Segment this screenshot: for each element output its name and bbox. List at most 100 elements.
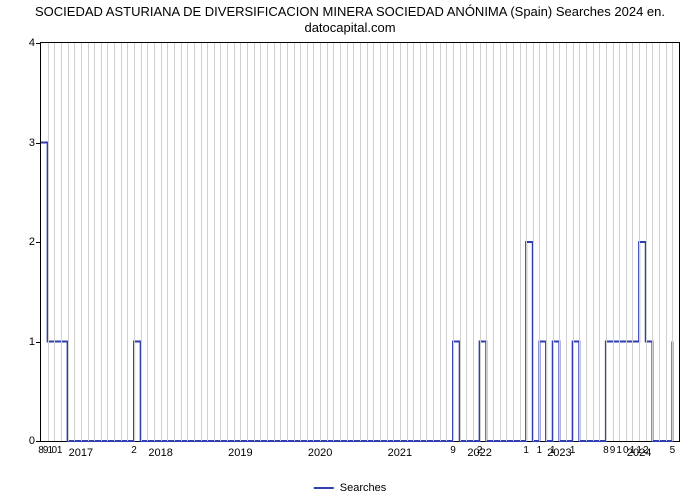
legend: Searches — [314, 482, 386, 494]
gridline — [280, 43, 281, 441]
gridline — [181, 43, 182, 441]
y-tick — [36, 43, 41, 44]
y-tick-label: 1 — [13, 336, 35, 348]
gridline — [340, 43, 341, 441]
gridline — [586, 43, 587, 441]
gridline — [187, 43, 188, 441]
gridline — [127, 43, 128, 441]
gridline — [121, 43, 122, 441]
gridline — [393, 43, 394, 441]
chart-container: SOCIEDAD ASTURIANA DE DIVERSIFICACION MI… — [0, 0, 700, 500]
y-tick-label: 2 — [13, 236, 35, 248]
gridline — [460, 43, 461, 441]
gridline — [134, 43, 135, 441]
plot-area: 0123420172018201920202021202220232024891… — [40, 42, 680, 442]
gridline — [353, 43, 354, 441]
gridline — [493, 43, 494, 441]
gridline — [672, 43, 673, 441]
searches-line — [41, 143, 672, 442]
gridline — [599, 43, 600, 441]
gridline — [619, 43, 620, 441]
y-tick-label: 3 — [13, 137, 35, 149]
gridline — [579, 43, 580, 441]
gridline — [613, 43, 614, 441]
gridline — [453, 43, 454, 441]
gridline — [81, 43, 82, 441]
gridline — [486, 43, 487, 441]
gridline — [646, 43, 647, 441]
gridline — [194, 43, 195, 441]
x-value-label: 0 — [623, 445, 629, 456]
gridline — [313, 43, 314, 441]
gridline — [639, 43, 640, 441]
x-value-label: 1 — [57, 445, 63, 456]
gridline — [420, 43, 421, 441]
gridline — [539, 43, 540, 441]
gridline — [68, 43, 69, 441]
x-value-label: 5 — [670, 445, 676, 456]
gridline — [606, 43, 607, 441]
x-value-label: 1 — [537, 445, 543, 456]
x-value-label: 8 — [603, 445, 609, 456]
gridline — [632, 43, 633, 441]
gridline — [114, 43, 115, 441]
gridline — [247, 43, 248, 441]
gridline — [400, 43, 401, 441]
gridline — [446, 43, 447, 441]
gridline — [287, 43, 288, 441]
x-year-label: 2018 — [148, 447, 172, 459]
gridline — [546, 43, 547, 441]
gridline — [240, 43, 241, 441]
x-value-label: 1 — [630, 445, 636, 456]
gridline — [48, 43, 49, 441]
gridline — [433, 43, 434, 441]
gridline — [473, 43, 474, 441]
gridline — [626, 43, 627, 441]
gridline — [380, 43, 381, 441]
gridline — [254, 43, 255, 441]
gridline — [227, 43, 228, 441]
x-value-label: 2 — [643, 445, 649, 456]
x-value-label: 1 — [616, 445, 622, 456]
gridline — [333, 43, 334, 441]
gridline — [360, 43, 361, 441]
x-year-label: 2017 — [69, 447, 93, 459]
gridline — [413, 43, 414, 441]
gridline — [107, 43, 108, 441]
gridline — [300, 43, 301, 441]
gridline — [652, 43, 653, 441]
y-tick-label: 0 — [13, 435, 35, 447]
gridline — [141, 43, 142, 441]
gridline — [274, 43, 275, 441]
x-value-label: 1 — [523, 445, 529, 456]
y-tick-label: 4 — [13, 37, 35, 49]
gridline — [161, 43, 162, 441]
x-year-label: 2020 — [308, 447, 332, 459]
gridline — [167, 43, 168, 441]
gridline — [506, 43, 507, 441]
gridline — [267, 43, 268, 441]
gridline — [520, 43, 521, 441]
gridline — [220, 43, 221, 441]
gridline — [147, 43, 148, 441]
legend-label: Searches — [340, 482, 386, 494]
gridline — [88, 43, 89, 441]
gridline — [174, 43, 175, 441]
legend-swatch — [314, 487, 334, 489]
gridline — [214, 43, 215, 441]
gridline — [74, 43, 75, 441]
chart-title-line1: SOCIEDAD ASTURIANA DE DIVERSIFICACION MI… — [35, 4, 665, 19]
gridline — [513, 43, 514, 441]
y-tick — [36, 242, 41, 243]
gridline — [347, 43, 348, 441]
gridline — [307, 43, 308, 441]
x-value-label: 1 — [550, 445, 556, 456]
x-value-label: 1 — [570, 445, 576, 456]
gridline — [260, 43, 261, 441]
gridline — [327, 43, 328, 441]
gridline — [320, 43, 321, 441]
gridline — [207, 43, 208, 441]
gridline — [659, 43, 660, 441]
gridline — [480, 43, 481, 441]
x-value-label: 9 — [610, 445, 616, 456]
